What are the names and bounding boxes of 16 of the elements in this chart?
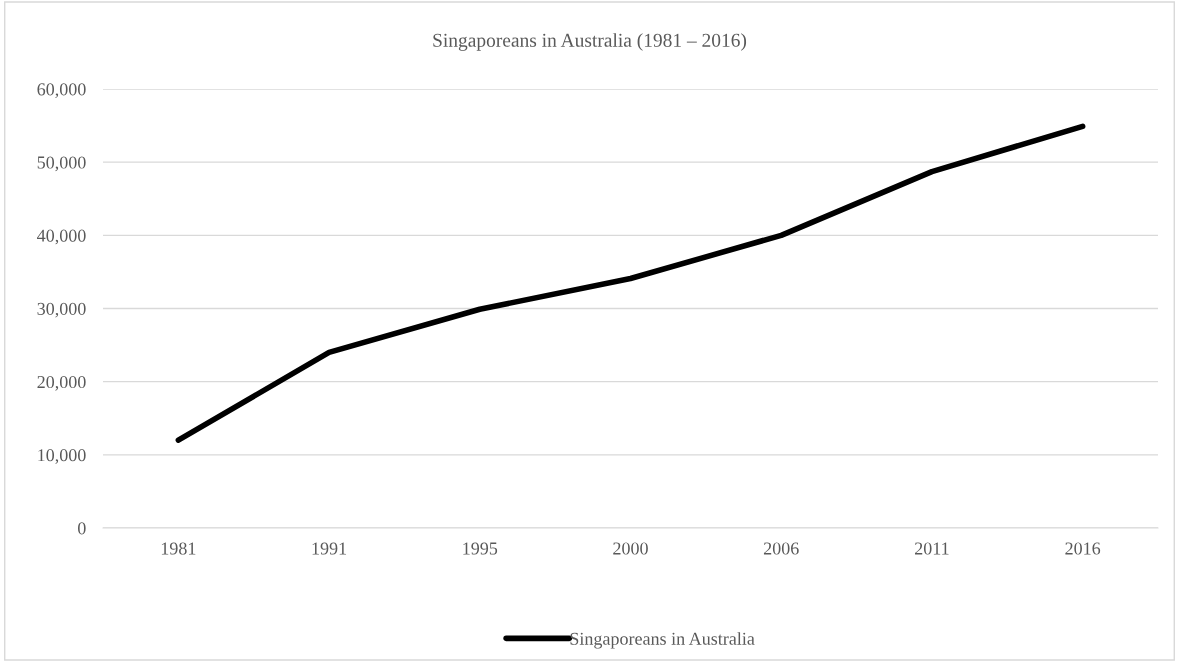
y-tick-label: 60,000 xyxy=(37,83,86,99)
legend-label: Singaporeans in Australia xyxy=(570,632,755,649)
x-tick-label: 2016 xyxy=(1065,542,1101,555)
chart-title: Singaporeans in Australia (1981 – 2016) xyxy=(433,33,747,51)
x-tick-label: 1995 xyxy=(463,542,498,555)
y-tick-label: 10,000 xyxy=(38,449,86,464)
y-tick-label: 50,000 xyxy=(37,156,86,172)
x-tick-label: 1991 xyxy=(312,542,347,555)
y-tick-label: 40,000 xyxy=(37,229,86,245)
y-tick-label: 20,000 xyxy=(37,375,86,391)
y-tick-label: 0 xyxy=(77,522,86,535)
y-tick-label: 30,000 xyxy=(37,302,86,318)
x-tick-label: 1981 xyxy=(161,542,196,555)
x-tick-label: 2006 xyxy=(763,542,799,555)
x-tick-label: 2011 xyxy=(915,542,949,555)
x-tick-label: 2000 xyxy=(613,542,648,555)
